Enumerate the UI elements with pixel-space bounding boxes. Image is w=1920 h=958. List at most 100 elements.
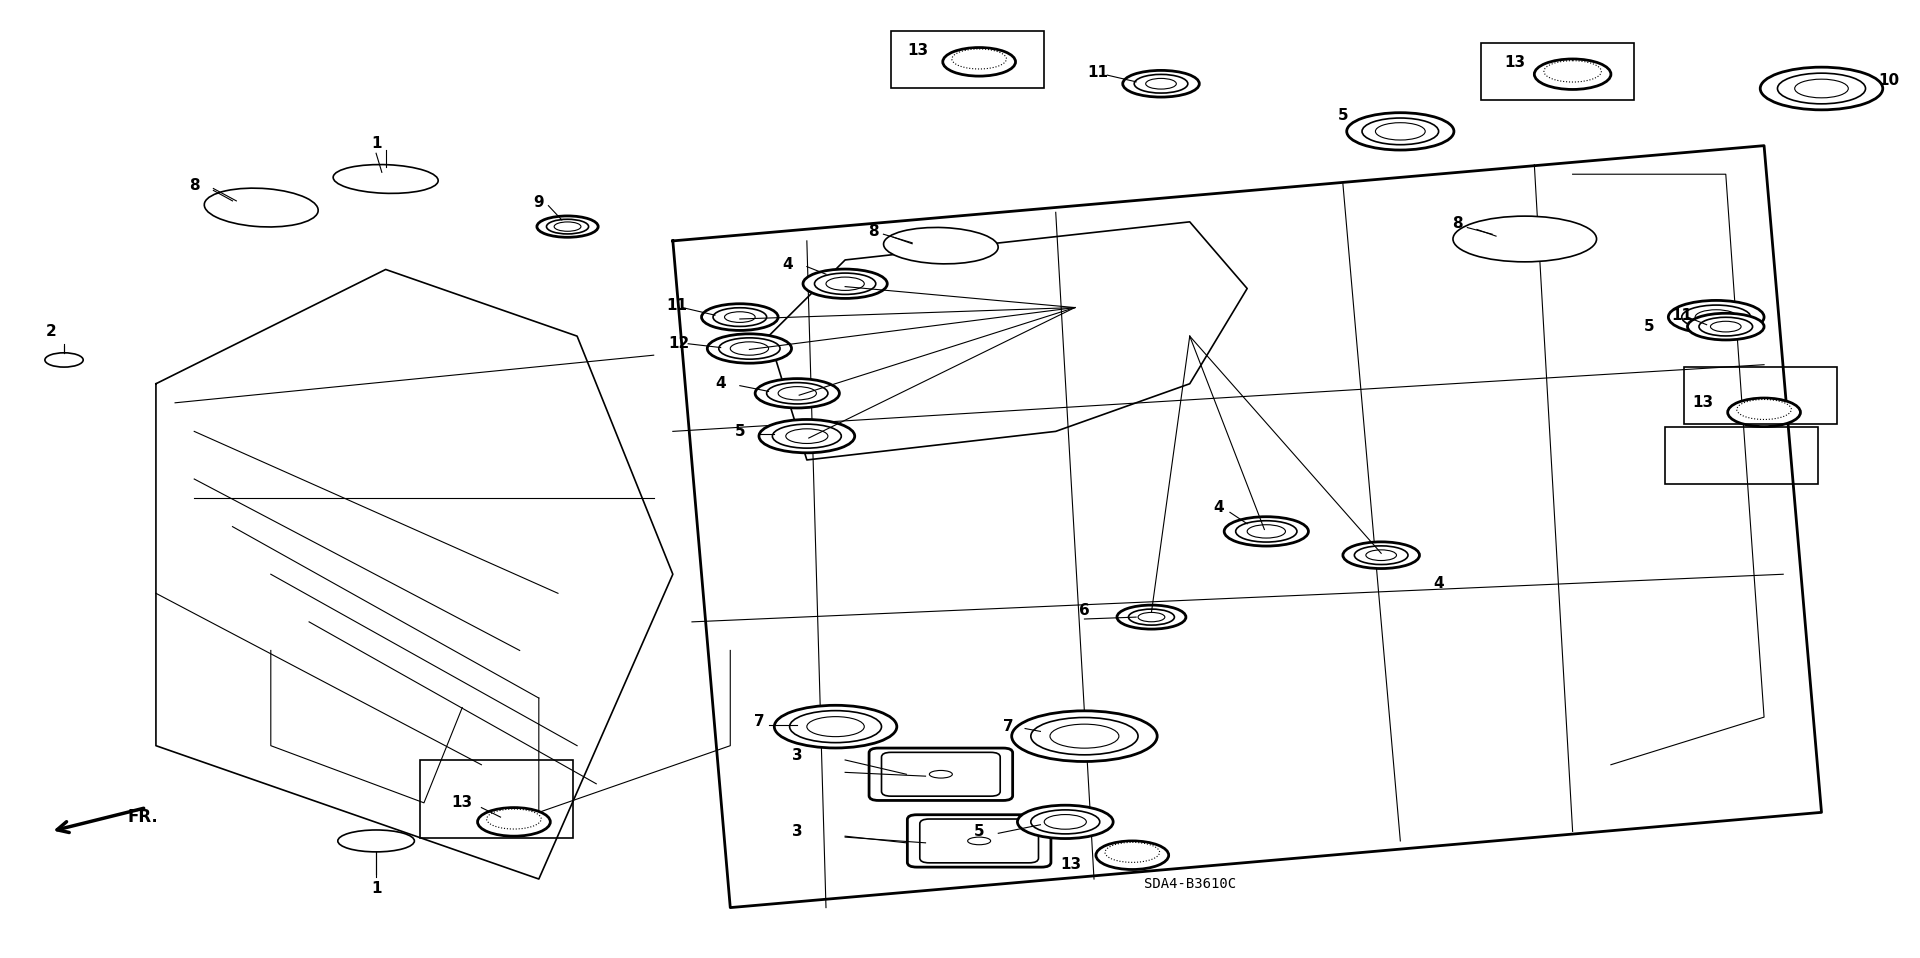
Ellipse shape: [1129, 609, 1175, 626]
Ellipse shape: [334, 165, 438, 194]
Text: 4: 4: [1434, 577, 1444, 591]
Text: 3: 3: [791, 747, 803, 763]
Bar: [1684, 367, 1837, 423]
Ellipse shape: [826, 277, 864, 290]
Text: 5: 5: [1644, 319, 1655, 334]
Text: SDA4-B3610C: SDA4-B3610C: [1144, 877, 1236, 891]
Ellipse shape: [44, 353, 83, 367]
Ellipse shape: [1031, 718, 1139, 755]
Ellipse shape: [1453, 217, 1597, 262]
Ellipse shape: [1354, 546, 1407, 564]
Ellipse shape: [1346, 113, 1453, 150]
Ellipse shape: [1135, 75, 1188, 93]
Ellipse shape: [952, 49, 1006, 69]
Text: 9: 9: [534, 195, 543, 211]
Text: 13: 13: [451, 795, 472, 810]
FancyBboxPatch shape: [920, 819, 1039, 863]
Text: 2: 2: [46, 324, 56, 339]
Ellipse shape: [1699, 317, 1753, 336]
Text: 11: 11: [1087, 65, 1108, 80]
Ellipse shape: [789, 711, 881, 742]
Ellipse shape: [1728, 398, 1801, 426]
Ellipse shape: [1544, 60, 1601, 82]
Ellipse shape: [718, 338, 780, 359]
Ellipse shape: [1123, 70, 1200, 97]
Bar: [891, 32, 1044, 88]
Text: 10: 10: [1878, 74, 1899, 88]
Bar: [1665, 426, 1818, 484]
Ellipse shape: [968, 837, 991, 845]
Text: 7: 7: [755, 715, 764, 729]
Ellipse shape: [1012, 711, 1158, 762]
Ellipse shape: [1050, 724, 1119, 748]
Ellipse shape: [1682, 305, 1751, 330]
Ellipse shape: [755, 378, 839, 408]
Ellipse shape: [1031, 810, 1100, 833]
Bar: [1480, 43, 1634, 100]
Ellipse shape: [730, 342, 768, 355]
Ellipse shape: [1044, 814, 1087, 830]
FancyBboxPatch shape: [881, 752, 1000, 796]
Text: 8: 8: [188, 178, 200, 194]
Text: 4: 4: [1213, 500, 1223, 515]
Text: 5: 5: [973, 824, 985, 839]
FancyBboxPatch shape: [908, 814, 1050, 867]
Ellipse shape: [785, 429, 828, 444]
Text: 8: 8: [868, 224, 879, 239]
Ellipse shape: [943, 48, 1016, 76]
Ellipse shape: [883, 227, 998, 263]
Ellipse shape: [1668, 301, 1764, 333]
Text: 5: 5: [1338, 107, 1348, 123]
Ellipse shape: [806, 717, 864, 737]
Text: 5: 5: [735, 423, 745, 439]
Ellipse shape: [547, 219, 589, 234]
Ellipse shape: [1117, 605, 1187, 629]
Ellipse shape: [778, 387, 816, 399]
Text: FR.: FR.: [127, 809, 157, 826]
Ellipse shape: [1342, 542, 1419, 568]
Ellipse shape: [929, 770, 952, 778]
Ellipse shape: [478, 808, 551, 836]
Ellipse shape: [1018, 806, 1114, 838]
Text: 12: 12: [668, 336, 689, 352]
Ellipse shape: [338, 830, 415, 852]
Ellipse shape: [1236, 521, 1296, 542]
Ellipse shape: [1248, 525, 1286, 538]
Text: 8: 8: [1452, 217, 1463, 231]
Ellipse shape: [538, 216, 599, 238]
Ellipse shape: [1534, 59, 1611, 89]
Ellipse shape: [814, 273, 876, 294]
Text: 1: 1: [371, 881, 382, 896]
Text: 13: 13: [1505, 56, 1526, 70]
Ellipse shape: [766, 382, 828, 404]
Ellipse shape: [1711, 321, 1741, 331]
Ellipse shape: [204, 188, 319, 227]
Ellipse shape: [724, 311, 755, 323]
Text: 13: 13: [908, 43, 929, 57]
Text: 7: 7: [1002, 719, 1014, 734]
Bar: [420, 760, 574, 838]
Text: 6: 6: [1079, 603, 1091, 618]
Ellipse shape: [707, 333, 791, 363]
Text: 13: 13: [1060, 857, 1081, 872]
Text: 4: 4: [781, 257, 793, 272]
Ellipse shape: [1096, 841, 1169, 870]
Ellipse shape: [758, 420, 854, 453]
Ellipse shape: [486, 809, 541, 829]
Text: 1: 1: [371, 136, 382, 151]
Text: 4: 4: [716, 376, 726, 391]
Ellipse shape: [1375, 123, 1425, 140]
Ellipse shape: [1738, 399, 1791, 420]
Text: 11: 11: [666, 298, 687, 313]
Ellipse shape: [803, 269, 887, 298]
Ellipse shape: [555, 222, 582, 231]
Ellipse shape: [1146, 79, 1177, 89]
Ellipse shape: [772, 424, 841, 448]
FancyBboxPatch shape: [870, 748, 1012, 801]
Ellipse shape: [1795, 80, 1849, 98]
Ellipse shape: [1365, 550, 1396, 560]
Text: 11: 11: [1670, 308, 1692, 323]
Ellipse shape: [1361, 118, 1438, 145]
Ellipse shape: [1695, 309, 1738, 325]
Ellipse shape: [1106, 842, 1160, 862]
